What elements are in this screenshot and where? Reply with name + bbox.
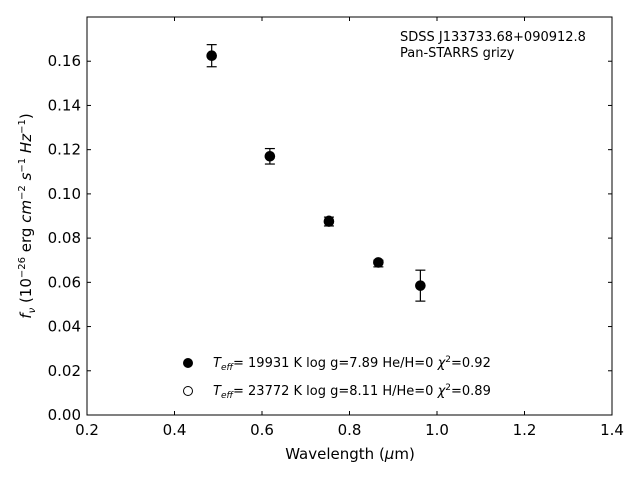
y-tick-label: 0.10 [48,185,81,203]
plot-frame [86,16,613,416]
y-axis-label: fν (10−26 erg cm−2 s−1 Hz−1) [17,113,38,318]
y-tick-label: 0.14 [48,96,81,114]
legend-marker-filled [183,358,193,368]
x-tick-label: 1.4 [600,421,624,439]
y-tick-label: 0.16 [48,52,81,70]
y-tick-label: 0.00 [48,406,81,424]
annotation-survey: Pan-STARRS grizy [400,46,515,61]
data-point-open [206,50,217,61]
legend-label-filled: Teff= 19931 K log g=7.89 He/H=0 χ2=0.92 [213,355,491,373]
y-tick-label: 0.06 [48,273,81,291]
data-point-open [415,280,426,291]
y-tick-label: 0.04 [48,318,81,336]
legend: Teff= 19931 K log g=7.89 He/H=0 χ2=0.92 … [183,355,491,401]
x-tick-label: 0.4 [163,421,187,439]
y-tick-label: 0.08 [48,229,81,247]
x-axis-label: Wavelength (μm) [285,445,415,463]
x-tick-label: 1.2 [513,421,537,439]
x-tick-label: 0.8 [338,421,362,439]
data-point-open [324,215,334,226]
data-point-open [264,151,275,162]
y-tick-label: 0.02 [48,362,81,380]
y-tick-labels: 0.00 0.02 0.04 0.06 0.08 0.10 0.12 0.14 0.16 [48,52,81,424]
x-tick-label: 1.0 [425,421,449,439]
x-tick-label: 0.6 [250,421,274,439]
data-point-open [373,257,384,268]
annotation-object: SDSS J133733.68+090912.8 [400,30,586,45]
legend-marker-open [183,386,193,396]
x-tick-label: 0.2 [75,421,99,439]
legend-label-open: Teff= 23772 K log g=8.11 H/He=0 χ2=0.89 [213,383,491,401]
data-points [206,50,426,291]
x-tick-labels: 0.2 0.4 0.6 0.8 1.0 1.2 1.4 [75,421,624,439]
y-tick-label: 0.12 [48,141,81,159]
